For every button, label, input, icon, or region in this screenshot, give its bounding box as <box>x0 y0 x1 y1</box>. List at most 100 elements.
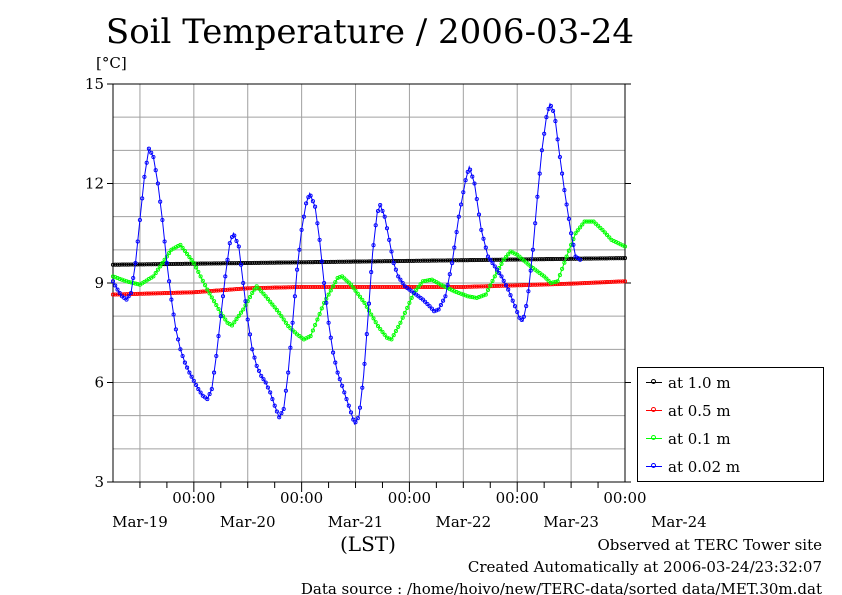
data-point-depth-0-5m <box>158 291 163 296</box>
data-point-depth-1-0m <box>407 258 412 263</box>
data-point-depth-0-02m <box>153 168 158 173</box>
data-point-depth-0-5m <box>355 284 360 290</box>
data-point-depth-0-5m <box>602 280 607 285</box>
data-point-depth-1-0m <box>288 260 293 265</box>
data-point-depth-0-02m <box>135 239 140 244</box>
data-point-depth-0-1m <box>153 271 158 276</box>
data-point-depth-0-5m <box>423 284 428 290</box>
data-point-depth-0-1m <box>553 279 558 284</box>
data-point-depth-1-0m <box>551 257 556 262</box>
data-point-depth-0-1m <box>241 307 246 312</box>
data-point-depth-0-5m <box>533 282 538 287</box>
data-point-depth-0-5m <box>373 284 378 290</box>
data-point-depth-0-5m <box>194 290 199 295</box>
data-point-depth-1-0m <box>611 256 616 261</box>
data-point-depth-1-0m <box>250 260 255 266</box>
data-point-depth-0-1m <box>313 322 318 328</box>
data-point-depth-0-1m <box>420 279 425 284</box>
data-point-depth-1-0m <box>463 258 468 263</box>
data-point-depth-0-5m <box>571 281 576 286</box>
data-point-depth-0-5m <box>360 284 365 290</box>
data-point-depth-1-0m <box>573 256 578 261</box>
data-point-depth-0-02m <box>375 208 381 214</box>
data-point-depth-1-0m <box>414 258 419 263</box>
data-point-depth-0-1m <box>402 310 407 315</box>
data-point-depth-0-5m <box>304 284 309 290</box>
data-point-depth-1-0m <box>436 258 441 263</box>
data-point-depth-0-1m <box>342 276 347 281</box>
data-point-depth-1-0m <box>146 262 151 267</box>
data-point-depth-0-5m <box>613 279 619 284</box>
data-point-depth-0-02m <box>223 274 228 279</box>
data-point-depth-0-5m <box>382 284 387 290</box>
data-point-depth-0-5m <box>297 284 302 290</box>
data-point-depth-1-0m <box>126 262 131 267</box>
data-point-depth-0-1m <box>279 314 284 319</box>
data-point-depth-0-5m <box>164 291 169 296</box>
data-point-depth-1-0m <box>499 257 504 262</box>
data-point-depth-0-5m <box>620 279 625 284</box>
data-point-depth-1-0m <box>620 256 625 261</box>
data-point-depth-0-5m <box>537 282 542 287</box>
legend-swatch-1m <box>646 373 662 393</box>
data-point-depth-0-5m <box>146 291 151 296</box>
data-point-depth-0-5m <box>313 284 318 290</box>
data-point-depth-0-5m <box>517 283 522 288</box>
data-point-depth-1-0m <box>348 259 354 264</box>
data-point-depth-0-1m <box>189 258 194 263</box>
data-point-depth-0-1m <box>326 292 331 297</box>
data-point-depth-0-5m <box>481 284 486 289</box>
data-point-depth-0-02m <box>476 212 482 217</box>
data-point-depth-0-5m <box>535 282 540 287</box>
data-point-depth-0-5m <box>301 284 306 290</box>
data-point-depth-0-02m <box>443 294 448 299</box>
data-point-depth-1-0m <box>261 260 266 265</box>
data-point-depth-0-1m <box>604 232 610 237</box>
data-point-depth-1-0m <box>169 261 174 267</box>
observed-site-note: Observed at TERC Tower site <box>597 536 822 554</box>
data-point-depth-1-0m <box>402 258 407 264</box>
data-point-depth-0-1m <box>465 294 470 299</box>
data-point-depth-0-02m <box>176 337 181 342</box>
data-point-depth-0-1m <box>569 242 574 247</box>
data-point-depth-0-5m <box>580 281 585 286</box>
data-point-depth-0-02m <box>310 199 315 204</box>
data-point-depth-0-02m <box>551 108 556 113</box>
data-point-depth-0-1m <box>578 225 583 230</box>
x-tick-time-label: 00:00 <box>603 489 646 507</box>
data-point-depth-0-02m <box>353 420 358 425</box>
data-point-depth-1-0m <box>405 258 410 263</box>
data-point-depth-0-1m <box>373 320 378 325</box>
data-point-depth-0-5m <box>173 290 178 295</box>
created-timestamp-note: Created Automatically at 2006-03-24/23:3… <box>467 558 822 576</box>
data-point-depth-0-1m <box>328 288 333 293</box>
data-point-depth-1-0m <box>265 260 270 265</box>
data-point-depth-0-1m <box>117 276 122 281</box>
legend-swatch-0-02m <box>646 457 662 477</box>
data-point-depth-0-1m <box>348 282 354 287</box>
data-point-depth-0-5m <box>456 284 461 290</box>
data-point-depth-0-5m <box>515 283 520 288</box>
legend-label-1m: at 1.0 m <box>668 374 731 392</box>
data-point-depth-1-0m <box>526 257 531 262</box>
data-point-depth-0-5m <box>616 279 621 284</box>
x-tick-time-label: 00:00 <box>172 489 215 507</box>
data-point-depth-0-02m <box>470 174 475 179</box>
x-day-label: Mar-22 <box>435 513 491 531</box>
data-point-depth-0-5m <box>283 285 288 290</box>
data-point-depth-0-02m <box>295 267 300 272</box>
data-point-depth-1-0m <box>589 256 594 261</box>
data-point-depth-0-02m <box>272 403 277 408</box>
data-point-depth-0-5m <box>618 279 623 284</box>
data-point-depth-0-5m <box>319 284 324 290</box>
data-point-depth-0-02m <box>389 249 394 254</box>
data-point-depth-0-02m <box>432 309 437 314</box>
data-point-depth-1-0m <box>598 256 603 261</box>
data-point-depth-0-02m <box>436 307 441 312</box>
data-point-depth-0-02m <box>301 214 306 219</box>
series-line-depth-0-5m <box>112 280 626 296</box>
data-point-depth-0-02m <box>546 106 551 111</box>
data-point-depth-0-02m <box>319 259 324 264</box>
data-point-depth-0-5m <box>124 292 129 297</box>
data-point-depth-0-5m <box>479 284 484 289</box>
